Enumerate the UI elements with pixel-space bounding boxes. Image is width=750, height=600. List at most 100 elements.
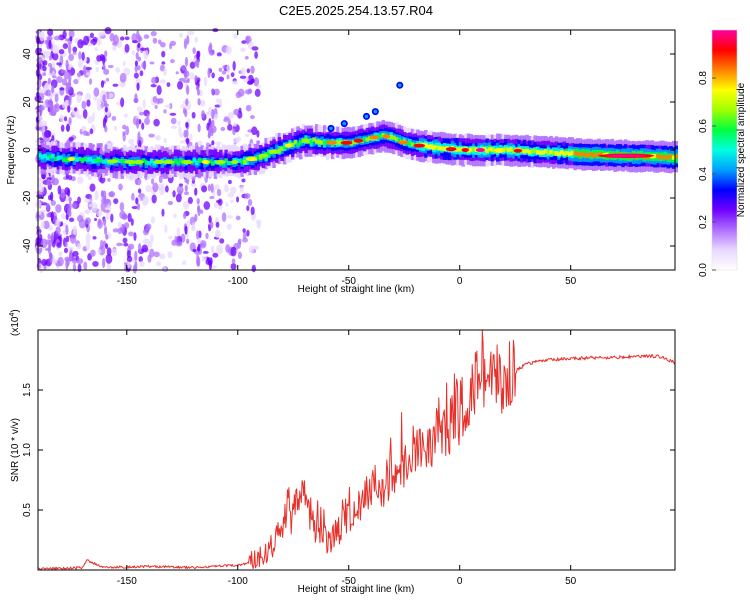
spectrogram-hotspot xyxy=(493,148,506,152)
spectrogram-noise-cell xyxy=(73,107,78,112)
spectrogram-noise-cell xyxy=(239,75,247,79)
spectrogram-streak-cell xyxy=(137,42,141,48)
spectrogram-noise-cell xyxy=(152,37,158,44)
spectrogram-streak-cell xyxy=(65,84,69,95)
spectrogram-noise-cell xyxy=(100,201,106,212)
spectrogram-spur-core xyxy=(342,121,347,126)
spectrogram-noise-cell xyxy=(42,72,47,77)
spectrogram-streak-cell xyxy=(48,39,52,49)
spectrogram-hotspot xyxy=(315,140,323,145)
spectrogram-streak-cell xyxy=(185,98,189,106)
spectrogram-ridge-cell xyxy=(655,153,660,159)
spectrogram-noise-cell xyxy=(40,221,45,229)
spectrogram-noise-cell xyxy=(144,117,150,126)
spectrogram-noise-cell xyxy=(96,55,103,62)
spectrogram-noise-cell xyxy=(251,126,258,136)
spectrogram-streak-cell xyxy=(137,33,141,43)
spectrogram-noise-cell xyxy=(138,111,145,116)
spectrogram-streak-cell xyxy=(184,68,188,80)
spectrogram-noise-cell xyxy=(111,115,117,121)
spectrogram-noise-cell xyxy=(237,88,245,97)
spectrogram-noise-cell xyxy=(240,47,246,53)
spectrogram-ridge-cell xyxy=(440,146,444,151)
spectrogram-hotspot xyxy=(67,157,76,161)
spectrogram-ridge-cell xyxy=(224,159,228,168)
spectrogram-noise-cell xyxy=(123,67,131,76)
spectrogram-noise-cell xyxy=(191,222,196,231)
spectrogram-ridge-cell xyxy=(296,142,300,147)
spectrogram-hotspot xyxy=(397,140,409,145)
spectrogram-ridge-cell xyxy=(581,151,585,156)
spectrogram-noise-cell xyxy=(64,241,68,248)
spectrogram-noise-cell xyxy=(126,255,133,263)
spectrogram-noise-cell xyxy=(157,183,164,191)
spectrogram-noise-cell xyxy=(110,213,114,223)
snr-y-ticks: 0.5 1.0 1.5 xyxy=(22,383,675,517)
spectrogram-noise-cell xyxy=(122,61,126,67)
spectrogram-noise-cell xyxy=(246,80,254,85)
spectrogram-streak-cell xyxy=(51,174,55,186)
spectrogram-noise-cell xyxy=(62,43,69,49)
spectrogram-ridge-cell xyxy=(437,145,441,151)
spectrogram-noise-cell xyxy=(231,258,236,264)
spectrogram-noise-cell xyxy=(119,202,125,212)
spectrogram-streak-cell xyxy=(102,257,106,269)
spectrogram-noise-cell xyxy=(135,178,142,186)
spectrogram-noise-cell xyxy=(55,204,62,213)
spectrogram-noise-cell xyxy=(47,233,51,240)
spectrogram-streak-cell xyxy=(104,50,108,58)
spectrogram-ridge-cell xyxy=(533,148,537,153)
snr-y-label: SNR (10 * v/v) xyxy=(10,418,21,482)
spectrogram-noise-cell xyxy=(87,176,93,181)
spectrogram-noise-cell xyxy=(72,225,78,236)
spectrogram-noise-cell xyxy=(236,136,242,143)
spectrogram-noise-cell xyxy=(76,114,83,120)
spectrogram-noise-cell xyxy=(142,98,146,109)
snr-x-tick-label: -150 xyxy=(117,576,137,587)
spectrogram-noise-cell xyxy=(123,242,129,247)
spectrogram-heatmap xyxy=(34,26,679,274)
spectrogram-ridge-cell xyxy=(256,155,260,160)
spectrogram-noise-cell xyxy=(43,220,50,230)
spectrogram-noise-cell xyxy=(170,125,178,129)
spectrogram-noise-cell xyxy=(179,132,184,138)
spectrogram-ridge-cell xyxy=(557,151,561,156)
spectrogram-noise-cell xyxy=(83,35,90,46)
spectrogram-noise-cell xyxy=(192,248,197,253)
spectrogram-noise-cell xyxy=(220,126,226,132)
spectrogram-ridge-cell xyxy=(586,153,591,158)
spectrogram-noise-cell xyxy=(113,125,118,131)
spectrogram-noise-cell xyxy=(199,101,206,107)
snr-x-label: Height of straight line (km) xyxy=(298,584,415,595)
spectrogram-noise-cell xyxy=(97,249,102,254)
spectrogram-noise-cell xyxy=(221,70,227,75)
spectrogram-noise-cell xyxy=(156,85,162,96)
spectrogram-noise-cell xyxy=(64,38,70,42)
spectrogram-noise-cell xyxy=(36,78,42,88)
spectrogram-noise-cell xyxy=(47,28,54,37)
spectrogram-streak-cell xyxy=(49,252,53,264)
spectrogram-noise-cell xyxy=(215,141,222,146)
spectrogram-noise-cell xyxy=(72,51,77,55)
spectrogram-y-tick-label: 0 xyxy=(22,147,33,153)
spectrogram-noise-cell xyxy=(121,81,127,86)
spectrogram-ridge-cell xyxy=(530,149,535,154)
spectrogram-noise-cell xyxy=(81,100,87,110)
spectrogram-noise-cell xyxy=(237,251,242,260)
spectrogram-ridge-cell xyxy=(408,141,412,146)
spectrogram-noise-cell xyxy=(211,72,215,79)
spectrogram-ridge-cell xyxy=(211,161,215,166)
spectrogram-noise-cell xyxy=(217,205,223,210)
spectrogram-spur-core xyxy=(329,126,333,131)
spectrogram-noise-cell xyxy=(141,122,145,130)
spectrogram-noise-cell xyxy=(92,37,98,43)
spectrogram-ridge-cell xyxy=(549,149,553,155)
spectrogram-noise-cell xyxy=(53,104,58,110)
spectrogram-noise-cell xyxy=(51,75,57,79)
snr-background xyxy=(38,330,675,570)
spectrogram-hotspot xyxy=(181,160,193,164)
spectrogram-noise-cell xyxy=(156,261,162,267)
spectrogram-noise-cell xyxy=(77,39,84,49)
spectrogram-y-tick-label: -20 xyxy=(22,190,33,205)
spectrogram-noise-cell xyxy=(182,260,187,265)
